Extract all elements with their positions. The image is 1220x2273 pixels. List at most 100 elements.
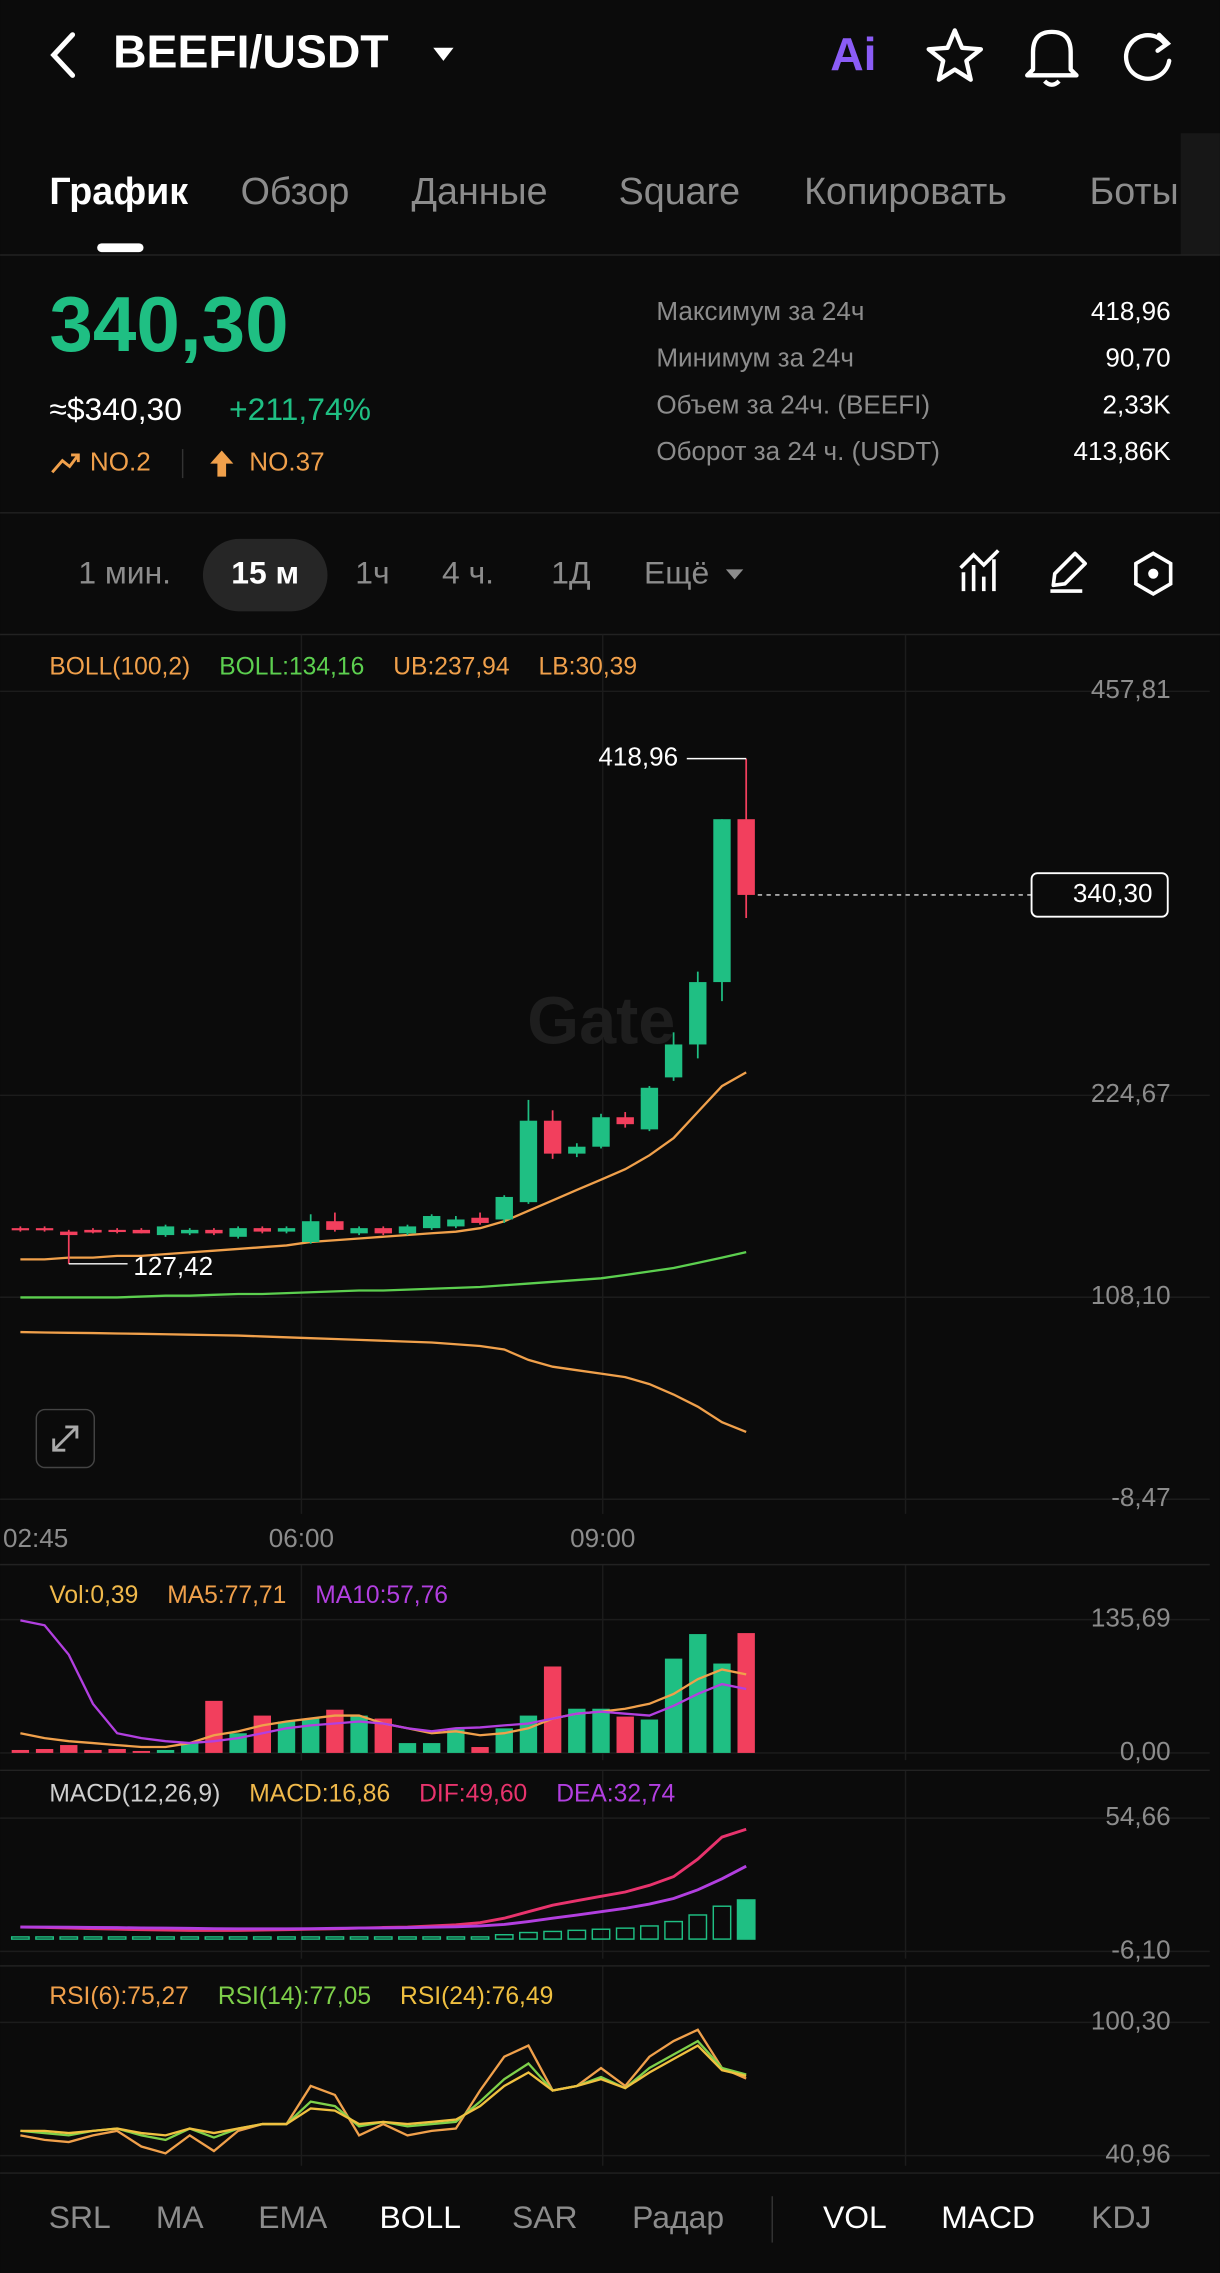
candle-body [398,1226,417,1234]
back-button[interactable] [50,32,76,78]
y-tick-label: -8,47 [1111,1482,1170,1512]
boll-line [20,1330,747,1433]
macd-bar [10,1936,30,1940]
watermark: Gate [527,984,675,1058]
rank-trend[interactable]: NO.2 [90,446,151,476]
macd-bar [664,1920,684,1940]
candle-body [616,1117,634,1125]
candle-body [422,1216,441,1229]
legend-entry: BOLL:134,16 [219,653,364,680]
interval[interactable]: Ещё [644,555,709,591]
indicator-option[interactable]: Радар [632,2199,724,2235]
legend-entry: RSI(24):76,49 [400,1983,553,2010]
volume-bar [640,1719,659,1753]
stats: Максимум за 24ч 418,96 Минимум за 24ч 90,70… [656,296,1171,466]
macd-bar [398,1936,417,1940]
pair-title[interactable]: BEEFI/USDT [113,25,389,77]
candle-body [11,1228,30,1231]
chart-area: 457,81 224,67 108,10 -8,47 BOLL(100,2) BOLL:1… [0,634,1210,2169]
candle-body [181,1229,199,1234]
tab[interactable]: Боты [1090,170,1179,212]
volume-bar [713,1663,731,1753]
volume-bar [277,1721,296,1753]
more-dropdown[interactable] [725,569,744,580]
macd-bar [712,1905,732,1940]
pair-dropdown[interactable] [433,47,454,61]
candle-body [543,1120,562,1154]
interval[interactable]: 1ч [355,555,389,591]
rank-gain[interactable]: NO.37 [249,446,324,476]
interval[interactable]: 1 мин. [78,555,171,591]
macd-bar [470,1936,490,1940]
interval[interactable]: 1Д [551,555,590,591]
candle-body [495,1196,513,1220]
indicator-option[interactable]: MA [156,2199,205,2235]
interval[interactable]: 15 м [231,555,299,591]
expand-button[interactable] [35,1408,95,1469]
indicator-icon[interactable] [959,549,1000,592]
volume-bar [84,1749,102,1753]
volume-bar [568,1708,586,1753]
candle-body [156,1226,175,1236]
indicator-option[interactable]: SRL [49,2199,111,2235]
macd-bar [736,1899,756,1940]
macd-bar [301,1936,321,1940]
indicator-option[interactable]: VOL [823,2199,887,2235]
indicator-option[interactable]: SAR [512,2199,578,2235]
macd-bar [277,1936,296,1940]
volume-bar [592,1708,610,1753]
y-tick-label: 457,81 [1091,674,1171,704]
tab[interactable]: График [49,170,188,212]
tab[interactable]: Обзор [241,170,350,212]
candle-body [108,1229,126,1233]
stat-value: 90,70 [1105,343,1170,373]
candle-body [737,819,755,895]
ai-button[interactable]: Ai [830,28,876,80]
favorite-icon[interactable] [926,28,984,82]
tab[interactable]: Square [619,170,740,212]
y-tick-label: 54,66 [1105,1801,1170,1831]
last-price-box [1030,872,1169,918]
draw-icon[interactable] [1050,551,1087,593]
stat-label: Оборот за 24 ч. (USDT) [656,436,940,466]
interval[interactable]: 4 ч. [442,555,494,591]
indicator-option[interactable]: EMA [258,2199,328,2235]
tab-indicator [97,243,144,253]
expand-icon [52,1425,79,1452]
annotation-label: 418,96 [598,742,678,772]
candle-body [471,1217,489,1223]
volume-bar [447,1729,465,1753]
macd-bar [228,1936,248,1940]
macd-bar [325,1936,345,1940]
volume-bar [132,1750,151,1753]
y-tick-label: 135,69 [1091,1603,1171,1633]
annotation-label: 127,42 [133,1251,213,1281]
legend-entry: DEA:32,74 [556,1780,675,1807]
macd-bar [543,1930,563,1940]
macd-bar [615,1927,635,1940]
legend-entry: DIF:49,60 [419,1780,527,1807]
settings-icon[interactable] [1134,551,1173,597]
last-price-label: 340,30 [1073,878,1153,908]
usd-price: ≈$340,30 [49,391,182,427]
indicator-option[interactable]: MACD [941,2199,1035,2235]
volume-bar [205,1700,223,1753]
legend-entry: MACD:16,86 [249,1780,390,1807]
legend-entry: Vol:0,39 [49,1582,138,1609]
alert-icon[interactable] [1025,29,1079,87]
volume-bar [326,1709,344,1753]
refresh-icon[interactable] [1123,32,1172,81]
interval-active [202,538,328,612]
tab[interactable]: Копировать [804,170,1007,212]
indicator-option[interactable]: KDJ [1091,2199,1151,2235]
macd-bar [494,1934,514,1940]
macd-bar [591,1928,611,1940]
candle-body [60,1231,78,1236]
volume-bar [60,1745,78,1753]
indicator-option[interactable]: BOLL [379,2199,460,2235]
tab[interactable]: Данные [412,170,548,212]
candle-body [640,1087,659,1130]
macd-bar [156,1936,175,1940]
